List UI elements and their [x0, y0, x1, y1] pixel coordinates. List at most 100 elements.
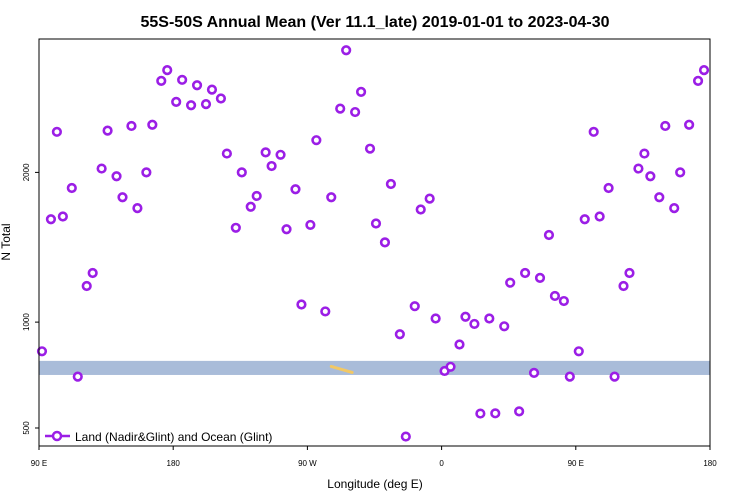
data-point — [111, 171, 122, 182]
data-point — [505, 277, 516, 288]
legend-label: Land (Nadir&Glint) and Ocean (Glint) — [75, 430, 272, 444]
data-point — [275, 149, 286, 160]
data-point — [564, 371, 575, 382]
data-point — [57, 211, 68, 222]
data-point — [260, 147, 271, 158]
data-point — [171, 96, 182, 107]
data-point — [350, 106, 361, 118]
data-point — [266, 160, 277, 172]
legend-marker — [51, 430, 63, 442]
data-point — [698, 65, 710, 76]
data-point — [573, 346, 584, 357]
data-point — [117, 192, 128, 203]
data-point — [603, 182, 614, 194]
data-point — [335, 103, 346, 114]
data-point — [484, 313, 495, 324]
data-point — [156, 75, 167, 87]
data-point — [200, 99, 212, 110]
y-tick-label: 2000 — [22, 163, 31, 181]
data-point — [251, 190, 262, 202]
data-point — [490, 408, 501, 419]
data-point — [87, 267, 98, 279]
data-point — [132, 203, 143, 214]
data-point — [645, 171, 656, 182]
data-point — [454, 339, 465, 350]
data-point — [296, 299, 307, 310]
data-point — [609, 371, 620, 382]
data-point — [364, 143, 376, 154]
data-point — [215, 93, 227, 104]
data-point — [51, 126, 62, 137]
data-point — [221, 148, 232, 159]
data-point — [579, 214, 590, 225]
data-point — [588, 126, 599, 137]
data-point — [549, 290, 561, 302]
data-point — [355, 86, 367, 97]
x-tick-label: 0 — [439, 459, 444, 468]
x-tick-label: 180 — [703, 459, 717, 468]
y-axis-label: N Total — [0, 223, 13, 260]
data-point — [660, 120, 671, 132]
data-point — [624, 267, 635, 279]
data-point — [534, 272, 546, 283]
data-point — [654, 192, 665, 203]
data-point — [445, 361, 456, 372]
y-tick-label: 500 — [22, 421, 31, 435]
data-point — [66, 182, 77, 194]
data-point — [96, 163, 107, 174]
data-point — [72, 371, 83, 382]
data-point — [633, 163, 644, 174]
data-point — [147, 119, 158, 130]
data-point — [45, 214, 57, 225]
data-point — [81, 280, 92, 292]
data-point — [230, 222, 241, 233]
data-point — [191, 80, 203, 91]
chart-title: 55S-50S Annual Mean (Ver 11.1_late) 2019… — [141, 14, 610, 31]
x-tick-label: 90 E — [31, 459, 47, 468]
data-point — [177, 74, 188, 85]
data-point — [141, 167, 152, 178]
data-point — [469, 318, 480, 330]
data-point — [320, 306, 331, 317]
data-point — [618, 280, 629, 292]
data-point — [162, 65, 173, 76]
data-point — [594, 211, 605, 222]
data-point — [528, 367, 540, 378]
data-point — [126, 120, 137, 132]
plot-frame — [38, 38, 711, 447]
data-point — [311, 135, 322, 146]
data-point — [675, 167, 686, 178]
data-point — [341, 45, 352, 56]
ocean-band — [39, 360, 710, 375]
data-point — [460, 311, 471, 322]
data-point — [185, 100, 197, 111]
data-point — [379, 237, 391, 248]
data-point — [415, 204, 426, 215]
data-point — [558, 295, 569, 307]
data-point — [400, 431, 411, 442]
data-point — [394, 329, 405, 340]
data-point — [684, 119, 695, 130]
data-point — [206, 84, 218, 95]
data-point — [499, 321, 510, 332]
x-tick-label: 90 W — [298, 459, 317, 468]
data-point — [102, 125, 113, 136]
data-point — [692, 75, 704, 87]
data-point — [669, 203, 680, 214]
x-axis-label: Longitude (deg E) — [327, 477, 422, 491]
data-point — [543, 229, 555, 241]
data-point — [326, 192, 337, 203]
y-tick-label: 1000 — [22, 313, 31, 331]
data-point — [520, 267, 531, 279]
data-point — [281, 224, 292, 235]
land-streak — [329, 364, 354, 374]
data-point — [639, 148, 650, 159]
data-point — [514, 406, 525, 417]
x-tick-label: 180 — [167, 459, 181, 468]
data-point — [385, 178, 397, 190]
data-point — [290, 184, 301, 195]
legend: Land (Nadir&Glint) and Ocean (Glint) — [45, 430, 272, 444]
data-point — [475, 408, 486, 419]
data-point — [36, 346, 48, 357]
